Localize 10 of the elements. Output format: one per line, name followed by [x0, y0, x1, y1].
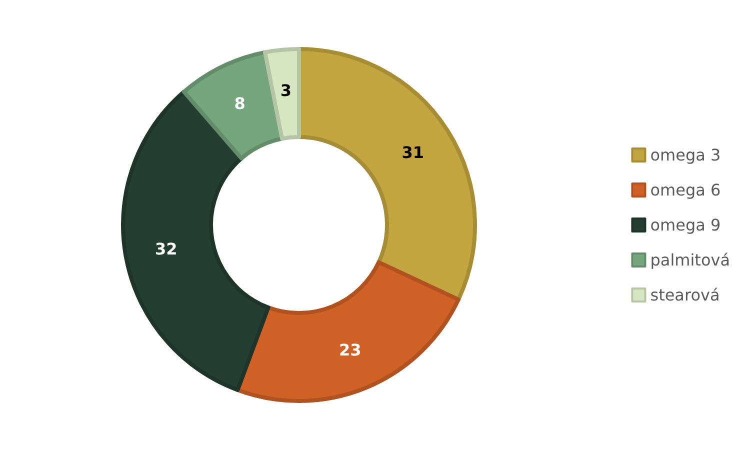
- data-label: 3: [280, 81, 292, 100]
- data-label: 32: [155, 239, 178, 258]
- data-label: 31: [402, 143, 424, 162]
- legend-label: stearová: [650, 286, 720, 304]
- legend-label: omega 3: [650, 146, 721, 164]
- data-label: 8: [234, 94, 246, 114]
- legend-label: omega 6: [650, 180, 721, 200]
- legend-label: omega 9: [650, 216, 721, 234]
- legend-label: palmitová: [650, 250, 730, 270]
- data-label: 23: [339, 340, 362, 360]
